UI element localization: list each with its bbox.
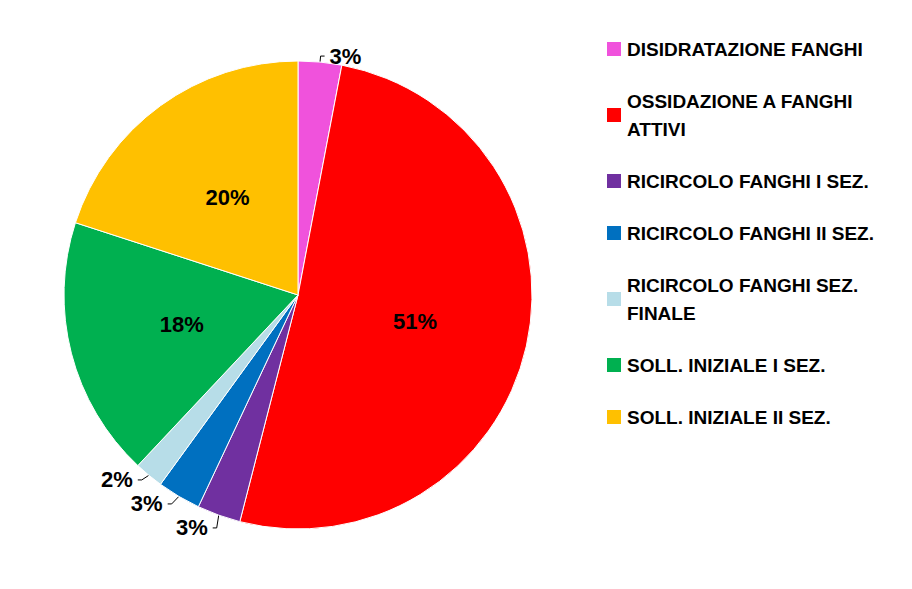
svg-text:3%: 3%: [176, 515, 208, 540]
svg-text:51%: 51%: [393, 309, 437, 334]
svg-text:DISIDRATAZIONE FANGHI: DISIDRATAZIONE FANGHI: [627, 39, 863, 60]
svg-text:3%: 3%: [131, 491, 163, 516]
svg-text:RICIRCOLO FANGHI II SEZ.: RICIRCOLO FANGHI II SEZ.: [627, 223, 874, 244]
svg-text:20%: 20%: [205, 185, 249, 210]
svg-text:SOLL. INIZIALE I SEZ.: SOLL. INIZIALE I SEZ.: [627, 355, 825, 376]
svg-text:FINALE: FINALE: [627, 303, 696, 324]
svg-text:SOLL. INIZIALE II SEZ.: SOLL. INIZIALE II SEZ.: [627, 407, 831, 428]
svg-text:18%: 18%: [160, 312, 204, 337]
svg-text:RICIRCOLO FANGHI SEZ.: RICIRCOLO FANGHI SEZ.: [627, 275, 863, 296]
svg-text:OSSIDAZIONE A FANGHI: OSSIDAZIONE A FANGHI: [627, 91, 858, 112]
svg-text:RICIRCOLO FANGHI I SEZ.: RICIRCOLO FANGHI I SEZ.: [627, 171, 869, 192]
svg-text:3%: 3%: [330, 44, 362, 69]
svg-text:2%: 2%: [101, 467, 133, 492]
svg-text:ATTIVI: ATTIVI: [627, 119, 686, 140]
